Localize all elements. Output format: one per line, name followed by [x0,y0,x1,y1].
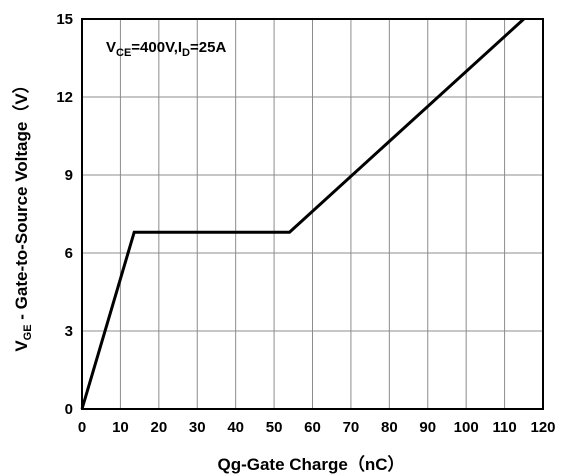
x-tick-label: 10 [112,419,129,436]
x-tick-label: 110 [492,419,516,436]
y-tick-label: 9 [65,167,73,184]
x-tick-label: 100 [454,419,479,436]
y-tick-label: 3 [65,323,73,340]
y-axis-ticks: 0 3 6 9 12 15 [56,11,73,418]
x-tick-label: 40 [227,419,244,436]
series-layer [80,17,525,410]
x-axis-ticks: 0 10 20 30 40 50 60 70 80 90 100 110 120 [78,419,556,436]
x-tick-label: 60 [304,419,321,436]
x-tick-label: 0 [78,419,86,436]
x-tick-label: 90 [419,419,436,436]
x-tick-label: 80 [381,419,398,436]
y-axis-title: VGE - Gate-to-Source Voltage（V） [11,76,34,351]
condition-annotation: VCE=400V,ID=25A [106,39,226,59]
x-tick-label: 70 [343,419,360,436]
series-line [80,17,525,410]
x-axis-title: Qg-Gate Charge（nC） [217,454,404,474]
grid [82,19,543,409]
y-tick-label: 12 [56,89,73,106]
x-tick-label: 20 [150,419,167,436]
y-tick-label: 0 [65,401,73,418]
plot-area-frame [81,18,544,410]
x-tick-label: 50 [266,419,283,436]
y-tick-label: 6 [65,245,73,262]
x-tick-label: 30 [189,419,206,436]
y-tick-label: 15 [56,11,73,28]
x-tick-label: 120 [530,419,555,436]
